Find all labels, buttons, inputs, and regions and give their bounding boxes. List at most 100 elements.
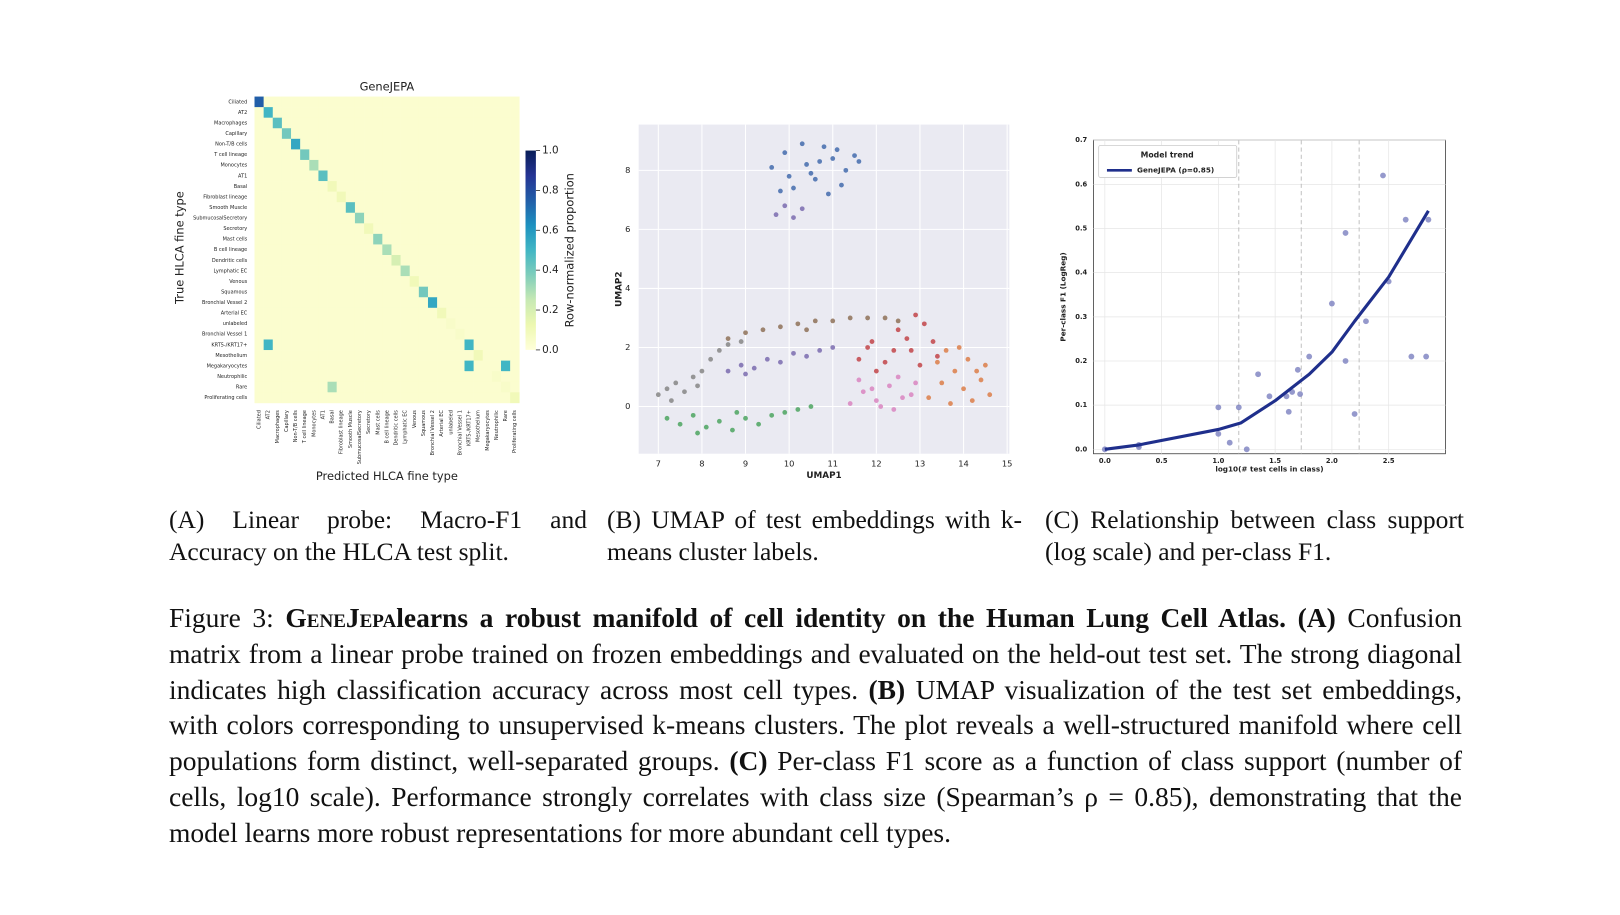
heatmap-cell bbox=[272, 149, 283, 161]
heatmap-cell bbox=[327, 202, 337, 214]
heatmap-cell bbox=[510, 117, 520, 129]
heatmap-cell bbox=[291, 181, 301, 192]
heatmap-cell bbox=[364, 350, 374, 361]
heatmap-cell bbox=[455, 297, 465, 309]
heatmap-cell bbox=[409, 297, 420, 309]
heatmap-cell bbox=[391, 170, 401, 182]
heatmap-cell bbox=[263, 371, 274, 383]
heatmap-cell bbox=[482, 381, 493, 393]
heatmap-cell bbox=[427, 307, 438, 319]
point bbox=[668, 398, 674, 403]
heatmap-cell bbox=[437, 276, 447, 287]
heatmap-cell bbox=[409, 149, 420, 161]
heatmap-cell bbox=[354, 159, 365, 171]
heatmap-cell bbox=[418, 297, 429, 309]
heatmap-cell bbox=[309, 297, 319, 309]
point bbox=[895, 327, 901, 333]
point bbox=[921, 321, 927, 327]
heatmap-cell bbox=[318, 318, 328, 330]
point bbox=[956, 345, 962, 350]
heatmap-cell bbox=[263, 117, 274, 129]
heatmap-cell bbox=[464, 328, 474, 340]
x-tick-label: Basal bbox=[330, 410, 336, 423]
heatmap-cell bbox=[336, 170, 347, 182]
heatmap-cell bbox=[300, 371, 310, 383]
heatmap-cell bbox=[446, 107, 456, 118]
y-tick-label: AT2 bbox=[238, 110, 247, 116]
heatmap-cell bbox=[309, 244, 319, 256]
heatmap-cell bbox=[364, 371, 374, 383]
point bbox=[773, 212, 779, 218]
heatmap-cell bbox=[318, 159, 328, 171]
point bbox=[804, 327, 809, 333]
heatmap-cell bbox=[364, 254, 374, 266]
heatmap-cell bbox=[446, 202, 456, 214]
heatmap-cell bbox=[345, 191, 356, 203]
heatmap-cell bbox=[300, 181, 310, 192]
point bbox=[743, 415, 748, 421]
point bbox=[1306, 353, 1313, 360]
heatmap-cell bbox=[510, 170, 520, 182]
heatmap-cell bbox=[318, 381, 328, 393]
point bbox=[926, 395, 932, 401]
heatmap-cell bbox=[318, 202, 328, 214]
heatmap-cell bbox=[364, 159, 374, 171]
heatmap-cell bbox=[291, 276, 301, 287]
point bbox=[795, 407, 801, 412]
heatmap-cell bbox=[318, 328, 328, 340]
y-axis-label: True HLCA fine type bbox=[172, 191, 186, 305]
heatmap-cell bbox=[455, 128, 465, 140]
heatmap-cell bbox=[400, 360, 411, 372]
heatmap-cell bbox=[437, 128, 447, 140]
heatmap-cell bbox=[427, 297, 438, 309]
point bbox=[778, 324, 783, 330]
heatmap-cell bbox=[309, 360, 319, 372]
heatmap-cell bbox=[482, 328, 493, 340]
heatmap-cell bbox=[510, 181, 520, 192]
heatmap-cell bbox=[491, 128, 502, 140]
heatmap-cell bbox=[291, 339, 301, 351]
point bbox=[1342, 358, 1349, 364]
heatmap-cell bbox=[400, 392, 411, 404]
heatmap-cell bbox=[391, 223, 401, 235]
heatmap-cell bbox=[400, 170, 411, 182]
heatmap-cell bbox=[400, 181, 411, 192]
heatmap-cell bbox=[491, 297, 502, 309]
heatmap-cell bbox=[263, 328, 274, 340]
heatmap-cell bbox=[281, 96, 292, 108]
point bbox=[978, 377, 984, 383]
y-axis-label: Per-class F1 (LogReg) bbox=[1058, 252, 1067, 341]
point bbox=[843, 167, 849, 173]
heatmap-cell bbox=[281, 318, 292, 330]
point bbox=[834, 147, 840, 153]
heatmap-cell bbox=[309, 159, 319, 171]
point bbox=[799, 141, 805, 147]
heatmap-cell bbox=[391, 191, 401, 203]
heatmap-cell bbox=[300, 212, 310, 224]
x-tick-label: Mesothelium bbox=[476, 410, 482, 442]
y-tick-label: 0.4 bbox=[1075, 269, 1087, 277]
heatmap-cell bbox=[318, 191, 328, 203]
x-axis-label: UMAP1 bbox=[806, 471, 841, 481]
heatmap-cell bbox=[281, 170, 292, 182]
heatmap-cell bbox=[263, 138, 274, 150]
heatmap-cell bbox=[455, 350, 465, 361]
heatmap-cell bbox=[427, 128, 438, 140]
heatmap-cell bbox=[382, 307, 392, 319]
heatmap-cell bbox=[327, 107, 337, 118]
heatmap-cell bbox=[318, 307, 328, 319]
heatmap-cell bbox=[400, 202, 411, 214]
x-tick-label: Bronchial Vessel 1 bbox=[457, 410, 463, 455]
heatmap-cell bbox=[291, 138, 301, 150]
point bbox=[847, 401, 853, 406]
heatmap-cell bbox=[263, 181, 274, 192]
heatmap-cell bbox=[510, 307, 520, 319]
point bbox=[791, 215, 796, 220]
heatmap-cell bbox=[418, 254, 429, 266]
heatmap-cell bbox=[482, 254, 493, 266]
heatmap-cell bbox=[455, 360, 465, 372]
heatmap-cell bbox=[254, 339, 264, 351]
heatmap-cell bbox=[482, 138, 493, 150]
heatmap-cell bbox=[482, 318, 493, 330]
heatmap-cell bbox=[254, 128, 264, 140]
